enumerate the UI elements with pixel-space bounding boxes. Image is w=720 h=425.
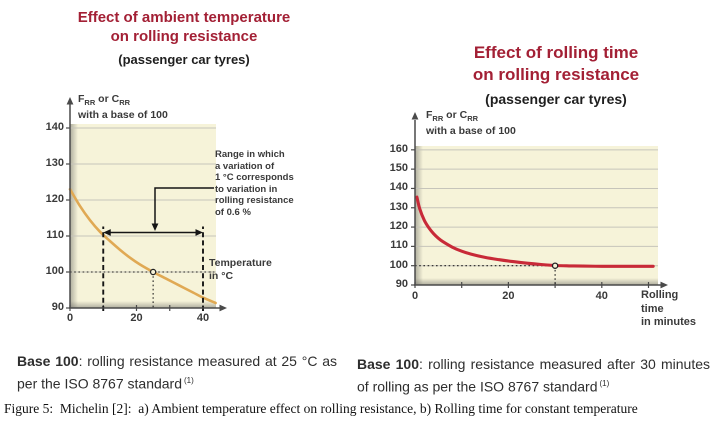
range-annotation-line: Range in which: [215, 149, 285, 160]
chart-b-subtitle: (passenger car tyres): [485, 91, 627, 107]
chart-b-caption-footnote: (1): [599, 379, 610, 388]
y-tick-label: 140: [389, 181, 408, 194]
chart-b-yaxis-title-line1: FRR or CRR: [426, 109, 479, 124]
annotation-arrowhead-icon: [151, 223, 159, 231]
y-tick-label: 140: [45, 121, 64, 133]
temperature-curve: [68, 187, 217, 305]
gridlines: [70, 127, 216, 273]
chart-a-yaxis-title-line2: with a base of 100: [78, 109, 168, 122]
y-tick-label: 110: [46, 229, 64, 241]
x-tick-label: 0: [66, 312, 74, 324]
chart-b-caption-bold: Base 100: [357, 356, 420, 372]
chart-b-caption: Base 100: rolling resistance measured af…: [357, 354, 710, 397]
annotation-leader-line: [154, 187, 214, 225]
base-point-marker: [149, 268, 157, 276]
temperature-chart-graphics: [66, 97, 227, 312]
range-annotation: Range in which a variation of 1 °C corre…: [215, 149, 325, 219]
rolling-time-curve: [415, 195, 655, 268]
chart-a-subtitle: (passenger car tyres): [118, 52, 250, 67]
y-tick-label: 130: [389, 200, 408, 213]
range-annotation-line: 1 °C corresponds: [215, 172, 294, 184]
range-annotation-line: a variation of: [215, 160, 275, 172]
chart-b-xaxis-label-line: in minutes: [641, 316, 697, 328]
chart-b-xaxis-label-line: time: [641, 302, 664, 315]
y-tick-label: 130: [45, 157, 64, 169]
plot-bottom-shade: [70, 301, 216, 308]
chart-b-yaxis-title: FRR or CRR with a base of 100: [426, 109, 516, 137]
chart-a-yaxis-title-line1: FRR or CRR: [78, 93, 131, 108]
base-point-marker: [551, 262, 559, 269]
x-axis-arrow-icon: [219, 304, 227, 312]
chart-b-yaxis-title-line2: with a base of 100: [426, 125, 516, 138]
chart-b-title-line1: Effect of rolling time: [473, 43, 639, 62]
plot-area: [70, 124, 216, 308]
plot-left-shade: [70, 124, 78, 308]
chart-b-xaxis-label: Rolling time in minutes: [641, 289, 696, 330]
chart-b-title: Effect of rolling time on rolling resist…: [396, 42, 716, 107]
chart-a-title-line1: Effect of ambient temperature: [77, 9, 291, 26]
y-tick-label: 90: [51, 301, 64, 313]
chart-a-title: Effect of ambient temperature on rolling…: [34, 8, 334, 67]
gridlines: [415, 149, 658, 267]
x-axis-arrow-icon: [660, 281, 668, 289]
x-tick-label: 40: [595, 290, 608, 302]
y-axis-arrow-icon: [411, 112, 419, 120]
y-tick-label: 110: [390, 239, 408, 252]
rolling-time-chart-graphics: [411, 112, 668, 289]
chart-a-xaxis-label: Temperature in °C: [209, 257, 272, 282]
x-tick-label: 20: [130, 312, 143, 324]
chart-a-caption-text: : rolling resistance measured at 25 °C a…: [17, 353, 337, 392]
y-tick-label: 120: [45, 193, 64, 205]
chart-b-xaxis-label-line: Rolling: [641, 289, 679, 301]
chart-a-yaxis-title: FRR or CRR with a base of 100: [78, 93, 168, 121]
chart-a-title-line2: on rolling resistance: [110, 28, 258, 45]
y-tick-label: 120: [389, 220, 408, 233]
range-arrowhead-right-icon: [195, 229, 203, 236]
x-tick-label: 0: [411, 290, 419, 302]
y-tick-label: 90: [395, 278, 408, 290]
figure-caption: Figure 5: Michelin [2]: a) Ambient tempe…: [4, 401, 638, 416]
chart-b-title-line2: on rolling resistance: [472, 65, 640, 84]
range-annotation-line: rolling resistance: [215, 195, 294, 207]
x-tick-label: 40: [196, 312, 210, 324]
chart-a-caption-bold: Base 100: [17, 353, 79, 369]
plot-bottom-shade: [415, 278, 658, 285]
chart-a-xaxis-label-line: in °C: [209, 269, 234, 282]
y-tick-label: 100: [45, 265, 64, 277]
y-axis-arrow-icon: [66, 97, 74, 105]
x-tick-label: 20: [502, 290, 515, 302]
plot-left-shade: [415, 146, 423, 285]
y-tick-label: 100: [389, 258, 408, 271]
y-tick-label: 150: [389, 162, 408, 175]
range-arrowhead-left-icon: [103, 229, 111, 236]
range-annotation-line: of 0.6 %: [215, 206, 251, 218]
chart-a-xaxis-label-line: Temperature: [209, 257, 272, 269]
range-annotation-line: to variation in: [215, 183, 278, 195]
chart-a-caption-footnote: (1): [184, 376, 194, 385]
chart-a-caption: Base 100: rolling resistance measured at…: [17, 351, 337, 394]
chart-b-caption-text: : rolling resistance measured after 30 m…: [357, 356, 711, 395]
y-tick-label: 160: [389, 142, 408, 155]
